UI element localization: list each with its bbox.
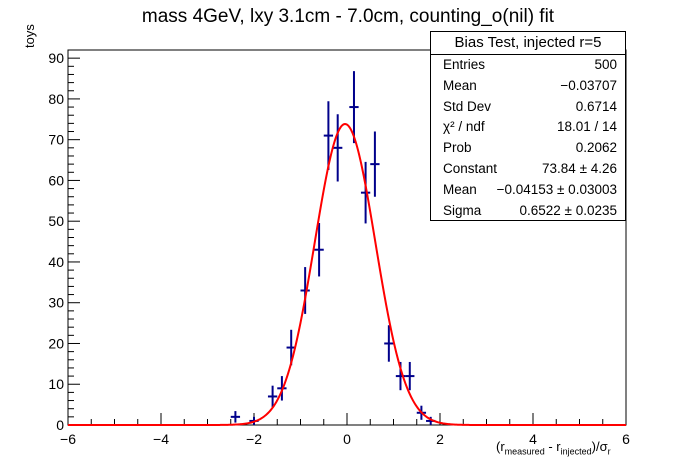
y-tick-label: 50 <box>48 213 64 229</box>
data-point <box>360 161 371 224</box>
y-tick-label: 30 <box>48 295 64 311</box>
data-point <box>300 267 310 314</box>
stats-row-label: Mean <box>443 181 477 197</box>
stats-row-value: 0.2062 <box>575 140 617 156</box>
stats-row: Prob 0.2062 <box>431 138 625 159</box>
data-point <box>384 325 394 362</box>
stats-row: Constant 73.84 ± 4.26 <box>431 159 625 180</box>
stats-row-value: 0.6522 ± 0.0235 <box>519 202 618 218</box>
x-tick-label: 6 <box>622 431 630 447</box>
stats-row: Sigma 0.6522 ± 0.0235 <box>431 201 625 222</box>
y-tick-label: 90 <box>48 50 64 66</box>
chart-title: mass 4GeV, lxy 3.1cm - 7.0cm, counting_o… <box>141 6 555 27</box>
x-tick-label: 0 <box>343 431 351 447</box>
stats-row-value: 500 <box>594 57 617 72</box>
x-axis-label: (rmeasured - rinjected)/σr <box>496 439 611 457</box>
stats-row-value: 0.6714 <box>575 98 617 114</box>
data-points <box>230 71 436 425</box>
y-tick-label: 40 <box>48 254 64 270</box>
y-axis-label: toys <box>22 24 37 48</box>
stats-rows: Entries 500 Mean −0.03707 Std Dev 0.6714 χ² / … <box>431 55 625 221</box>
stats-box: Bias Test, injected r=5 Entries 500 Mean −0… <box>430 31 626 221</box>
stats-row-label: Entries <box>443 57 486 72</box>
stats-row: Std Dev 0.6714 <box>431 97 625 118</box>
stats-row-value: 73.84 ± 4.26 <box>542 160 617 176</box>
data-point <box>323 101 334 170</box>
data-point <box>370 131 380 197</box>
x-tick-label: −4 <box>153 431 169 447</box>
stats-row-label: Constant <box>443 160 498 176</box>
stats-row-value: −0.03707 <box>560 77 617 93</box>
y-tick-label: 10 <box>48 376 64 392</box>
stats-row-value: −0.04153 ± 0.03003 <box>496 181 617 197</box>
y-tick-label: 60 <box>48 172 64 188</box>
stats-row-label: Prob <box>443 140 472 156</box>
y-tick-label: 20 <box>48 335 64 351</box>
y-tick-label: 70 <box>48 132 64 148</box>
stats-box-title: Bias Test, injected r=5 <box>431 32 625 55</box>
gaussian-fit-curve <box>68 123 626 426</box>
x-tick-label: −6 <box>60 431 76 447</box>
y-tick-label: 0 <box>56 417 64 433</box>
stats-row-value: 18.01 / 14 <box>556 119 617 135</box>
data-point <box>333 114 343 182</box>
stats-row-label: χ² / ndf <box>443 119 485 135</box>
stats-row: Mean −0.04153 ± 0.03003 <box>431 180 625 201</box>
stats-row: χ² / ndf 18.01 / 14 <box>431 117 625 138</box>
stats-row: Mean −0.03707 <box>431 76 625 97</box>
data-point <box>405 361 415 391</box>
stats-row-label: Std Dev <box>443 98 492 114</box>
data-point <box>267 385 278 408</box>
x-tick-label: 2 <box>436 431 444 447</box>
data-point <box>230 411 241 423</box>
stats-row: Entries 500 <box>431 55 625 76</box>
data-point <box>314 222 324 277</box>
y-tick-label: 80 <box>48 91 64 107</box>
x-tick-label: −2 <box>246 431 262 447</box>
x-tick-label: 4 <box>529 431 537 447</box>
stats-row-label: Mean <box>443 77 477 93</box>
data-point <box>349 71 359 144</box>
stats-row-label: Sigma <box>443 202 482 218</box>
